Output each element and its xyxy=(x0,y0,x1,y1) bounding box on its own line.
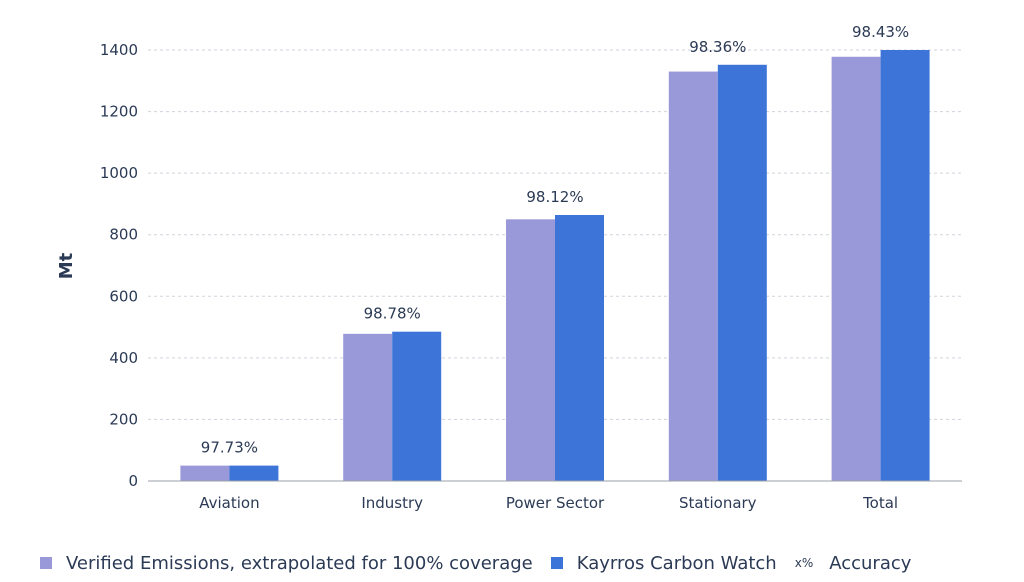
y-axis-label: Mt xyxy=(56,252,77,279)
x-category-label: Aviation xyxy=(199,494,259,512)
y-tick-label: 800 xyxy=(109,226,138,244)
legend: Verified Emissions, extrapolated for 100… xyxy=(40,548,1000,578)
bar-verified xyxy=(668,71,718,482)
legend-label-accuracy: Accuracy xyxy=(829,552,912,574)
x-category-label: Total xyxy=(862,494,898,512)
legend-swatch-verified xyxy=(40,557,52,569)
y-tick-label: 200 xyxy=(109,410,138,428)
legend-accuracy-marker: x% xyxy=(794,556,814,570)
y-tick-label: 1000 xyxy=(100,164,138,182)
accuracy-labels: 97.73% 98.78% 98.12% 98.36% 98.43% xyxy=(201,23,909,457)
bar-verified xyxy=(506,219,555,482)
bar-verified xyxy=(180,465,230,481)
bar-kayrros xyxy=(880,50,930,481)
y-tick-label: 0 xyxy=(128,472,138,490)
accuracy-label: 98.12% xyxy=(526,188,583,206)
x-category-label: Stationary xyxy=(679,494,757,512)
accuracy-label: 97.73% xyxy=(201,439,258,457)
bar-verified xyxy=(831,56,881,481)
bar-kayrros xyxy=(392,331,442,481)
legend-item-accuracy: x% Accuracy xyxy=(795,553,912,574)
bars xyxy=(180,50,930,482)
accuracy-label: 98.78% xyxy=(364,305,421,323)
bar-verified xyxy=(343,333,393,481)
bar-kayrros xyxy=(229,465,279,481)
legend-item-kayrros: Kayrros Carbon Watch xyxy=(550,552,777,574)
y-tick-label: 400 xyxy=(109,349,138,367)
gridlines xyxy=(148,49,962,420)
x-category-label: Power Sector xyxy=(506,494,605,512)
x-axis-categories: Aviation Industry Power Sector Stationary To… xyxy=(199,494,898,512)
legend-item-verified: Verified Emissions, extrapolated for 100… xyxy=(40,553,533,574)
y-tick-label: 600 xyxy=(109,287,138,305)
y-axis-ticks: 0 200 400 600 800 1000 1200 1400 xyxy=(100,41,138,490)
accuracy-label: 98.43% xyxy=(852,23,909,41)
accuracy-label: 98.36% xyxy=(689,38,746,56)
x-category-label: Industry xyxy=(361,494,423,512)
legend-label-verified: Verified Emissions, extrapolated for 100… xyxy=(66,552,533,574)
legend-swatch-kayrros xyxy=(550,557,563,569)
legend-label-kayrros: Kayrros Carbon Watch xyxy=(576,552,777,574)
y-tick-label: 1200 xyxy=(100,103,138,121)
y-tick-label: 1400 xyxy=(100,41,138,59)
bar-kayrros xyxy=(555,215,604,482)
bar-kayrros xyxy=(717,64,767,481)
